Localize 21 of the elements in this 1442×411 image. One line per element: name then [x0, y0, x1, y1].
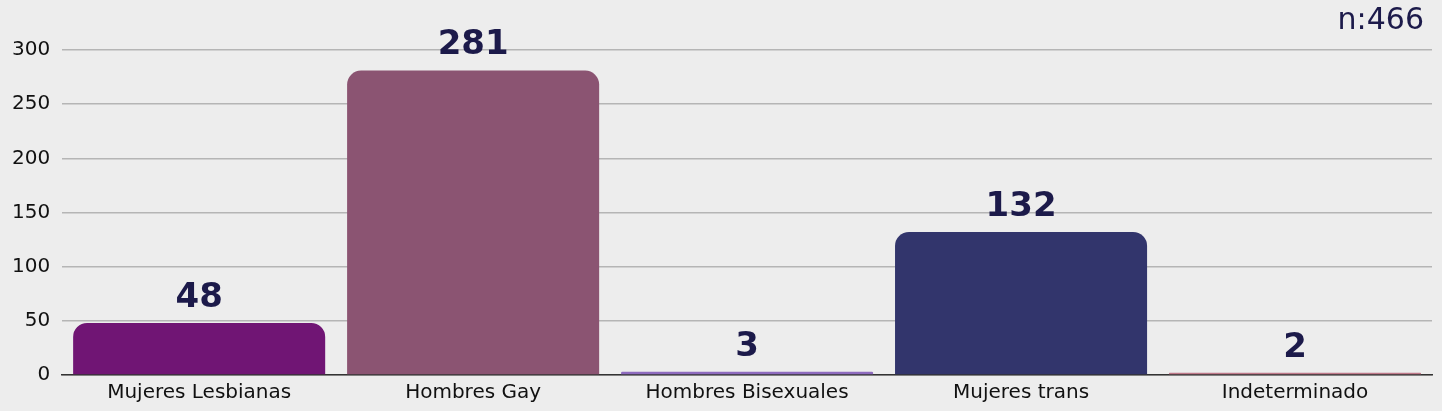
y-tick-label: 0	[37, 361, 51, 386]
y-tick-label: 50	[24, 307, 51, 332]
bar	[895, 232, 1148, 375]
x-tick-label: Hombres Bisexuales	[645, 379, 849, 404]
x-tick-label: Mujeres trans	[953, 379, 1090, 404]
y-tick-label: 200	[11, 144, 51, 169]
x-tick-label: Mujeres Lesbianas	[107, 379, 292, 404]
y-tick-label: 250	[11, 90, 51, 115]
x-tick-label: Hombres Gay	[405, 379, 542, 404]
y-tick-label: 100	[11, 252, 51, 277]
x-tick-label: Indeterminado	[1221, 379, 1369, 404]
bar	[347, 70, 600, 375]
data-label: 281	[437, 22, 509, 63]
data-label: 3	[735, 323, 759, 364]
data-label: 2	[1283, 324, 1307, 365]
data-label: 132	[985, 183, 1057, 224]
text: n:466	[1337, 0, 1424, 36]
y-tick-label: 150	[11, 198, 51, 223]
y-tick-label: 300	[11, 36, 51, 61]
bar	[73, 323, 326, 375]
data-label: 48	[175, 274, 223, 315]
